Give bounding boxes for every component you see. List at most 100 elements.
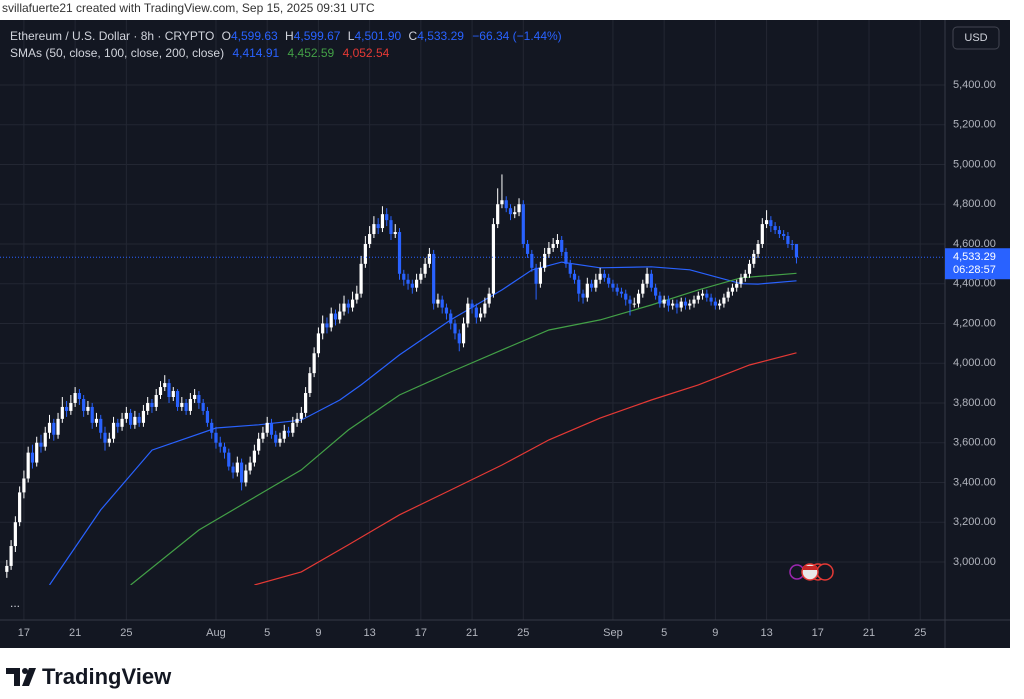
candle-body <box>479 313 483 318</box>
candle-body <box>359 263 363 294</box>
candle-body <box>508 208 513 215</box>
y-tick-label: 5,200.00 <box>953 119 996 131</box>
candle-body <box>171 391 175 397</box>
candle-body <box>722 297 726 304</box>
candle-body <box>77 393 81 399</box>
candle-body <box>154 395 158 407</box>
candle-body <box>491 224 496 294</box>
candle-body <box>747 263 752 274</box>
candle-body <box>393 232 397 235</box>
candle-body <box>624 293 628 300</box>
candle-body <box>26 452 30 479</box>
brand: TradingView <box>42 664 172 689</box>
ohlc-value: 4,599.67 <box>294 29 341 43</box>
sma-value: 4,452.59 <box>288 46 335 60</box>
sma-line <box>254 352 797 585</box>
candle-body <box>756 243 760 254</box>
candle-body <box>205 410 210 423</box>
x-tick-label: Aug <box>206 627 226 639</box>
candle-body <box>124 412 128 419</box>
candle-body <box>18 492 22 523</box>
candle-body <box>90 406 94 423</box>
candle-body <box>696 295 700 300</box>
candle-body <box>137 416 141 423</box>
candle-body <box>380 214 385 229</box>
candle-body <box>274 434 278 443</box>
candle-body <box>555 239 560 244</box>
candle-body <box>120 418 124 427</box>
candle-body <box>572 273 577 280</box>
candle-body <box>538 267 542 284</box>
candle-body <box>86 406 90 411</box>
candle-body <box>47 422 52 433</box>
candle-body <box>760 224 764 244</box>
event-icons <box>789 563 834 581</box>
candle-body <box>423 263 427 274</box>
candle-body <box>350 299 355 308</box>
candle-body <box>470 303 474 308</box>
candle-body <box>607 277 611 284</box>
candle-body <box>594 279 598 288</box>
candle-body <box>739 277 743 284</box>
candle-body <box>197 395 201 403</box>
candle-body <box>726 291 730 298</box>
brand-logo <box>6 668 36 686</box>
candle-body <box>133 416 137 425</box>
candle-body <box>269 422 274 435</box>
candle-body <box>636 293 641 304</box>
candle-body <box>432 253 436 304</box>
candle-body <box>56 418 60 435</box>
candle-body <box>355 293 359 300</box>
candle-body <box>333 313 338 320</box>
candle-body <box>316 333 321 354</box>
candle-body <box>210 422 214 433</box>
sma-value: 4,052.54 <box>343 46 390 60</box>
candle-body <box>769 220 773 227</box>
candle-body <box>705 293 709 298</box>
candle-body <box>363 243 367 264</box>
x-tick-label: 9 <box>315 627 321 639</box>
candle-body <box>440 299 444 308</box>
candle-body <box>777 230 781 235</box>
candle-body <box>466 303 470 324</box>
x-tick-label: 9 <box>712 627 718 639</box>
candle-body <box>184 402 188 411</box>
ohlc-label: C <box>409 29 418 43</box>
candle-body <box>568 263 572 274</box>
candle-body <box>368 234 372 244</box>
candle-body <box>419 273 423 280</box>
ohlc-value: 4,533.29 <box>417 29 464 43</box>
candle-body <box>560 239 564 252</box>
currency-box <box>952 26 1000 50</box>
x-tick-label: 21 <box>863 627 875 639</box>
candle-body <box>713 301 717 306</box>
candle-body <box>577 279 581 294</box>
candle-body <box>589 283 594 288</box>
candle-body <box>141 410 146 423</box>
candle-body <box>389 220 393 235</box>
candle-body <box>474 307 478 318</box>
candle-body <box>794 244 799 258</box>
candle-body <box>453 323 457 334</box>
candle-body <box>662 299 666 304</box>
credit: svillafuerte21 created with TradingView.… <box>2 1 375 15</box>
sma-value: 4,414.91 <box>232 46 279 60</box>
candle-body <box>500 200 504 205</box>
x-tick-label: 21 <box>466 627 478 639</box>
candle-body <box>632 303 636 305</box>
ohlc-label: H <box>285 29 294 43</box>
candle-body <box>252 450 256 463</box>
candle-body <box>175 391 180 407</box>
y-tick-label: 5,000.00 <box>953 158 996 170</box>
price-tag-countdown: 06:28:57 <box>953 264 996 276</box>
candle-body <box>265 422 269 433</box>
candle-body <box>397 232 402 274</box>
y-tick-label: 3,400.00 <box>953 476 996 488</box>
candle-body <box>163 383 167 388</box>
x-tick-label: Sep <box>603 627 623 639</box>
candle-body <box>107 438 111 443</box>
candle-body <box>666 299 671 306</box>
candle-body <box>700 293 705 296</box>
candle-body <box>261 432 265 439</box>
